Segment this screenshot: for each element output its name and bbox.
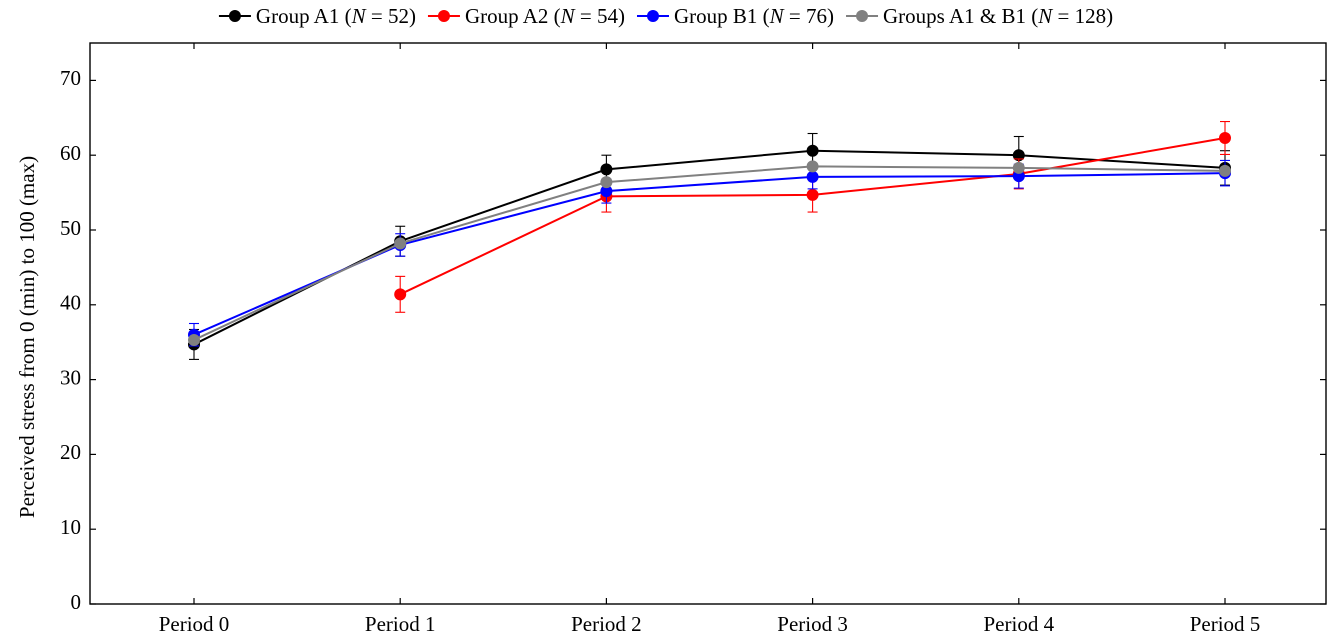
data-point (394, 237, 407, 250)
plot-frame (89, 42, 1327, 605)
legend-label: Group A1 (N = 52) (256, 4, 416, 28)
data-point (188, 333, 200, 346)
legend-label: Groups A1 & B1 (N = 128) (883, 4, 1113, 28)
data-point (394, 288, 407, 301)
legend-item-1: Group A2 (N = 54) (427, 4, 625, 28)
legend-swatch-marker (856, 10, 869, 22)
series-line (193, 165, 1226, 341)
data-point (806, 144, 819, 157)
y-axis: 0 10 20 30 40 50 60 70 (60, 66, 1326, 614)
y-tick-label: 10 (60, 515, 81, 539)
y-axis-label: Perceived stress from 0 (min) to 100 (ma… (15, 156, 39, 518)
data-point (600, 163, 613, 176)
data-point (600, 185, 613, 198)
data-point (1012, 170, 1025, 183)
data-point (1012, 149, 1025, 162)
x-tick-label: Period 1 (365, 612, 436, 636)
data-point (1219, 164, 1231, 177)
legend-item-3: Groups A1 & B1 (N = 128) (846, 4, 1113, 28)
legend-swatch-marker (437, 10, 450, 22)
x-tick-label: Period 3 (777, 612, 848, 636)
data-point (806, 188, 819, 201)
data-point (806, 160, 819, 173)
x-tick-label: Period 0 (159, 612, 230, 636)
legend-item-0: Group A1 (N = 52) (218, 4, 416, 28)
data-point (1219, 131, 1231, 144)
series-line (193, 172, 1226, 336)
y-tick-label: 40 (60, 291, 81, 315)
series-line (193, 149, 1226, 346)
x-axis: Period 0 Period 1 Period 2 Period 3 Period 4… (159, 43, 1261, 636)
y-tick-label: 0 (71, 590, 82, 614)
y-tick-label: 60 (60, 141, 81, 165)
data-point (806, 170, 819, 183)
y-tick-label: 50 (60, 216, 81, 240)
x-tick-label: Period 2 (571, 612, 642, 636)
legend-item-2: Group B1 (N = 76) (636, 4, 834, 28)
y-tick-label: 70 (60, 66, 81, 90)
x-tick-label: Period 5 (1190, 612, 1261, 636)
legend-label: Group B1 (N = 76) (674, 4, 834, 28)
series-2 (188, 159, 1231, 347)
legend-swatch-marker (646, 10, 659, 22)
x-tick-label: Period 4 (984, 612, 1055, 636)
y-tick-label: 30 (60, 365, 81, 389)
legend-swatch-marker (228, 10, 241, 22)
legend: Group A1 (N = 52) Group A2 (N = 54) Group … (218, 4, 1113, 28)
legend-label: Group A2 (N = 54) (465, 4, 625, 28)
data-point (1012, 161, 1025, 174)
series-3 (188, 160, 1231, 346)
y-tick-label: 20 (60, 440, 81, 464)
series-0 (188, 132, 1231, 360)
plot-area (89, 42, 1327, 605)
data-point (600, 176, 613, 189)
